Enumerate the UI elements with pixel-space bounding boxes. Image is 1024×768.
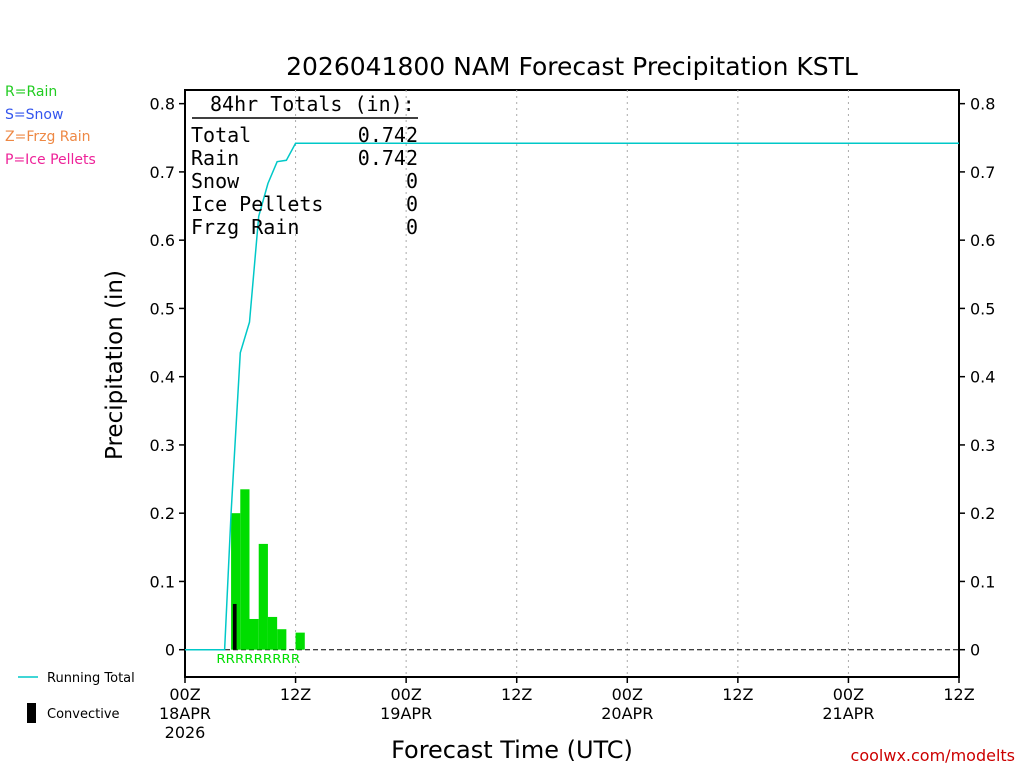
y-tick-label-left: 0.1: [150, 572, 175, 591]
bars-layer: [231, 489, 305, 650]
y-tick-label-right: 0.5: [970, 299, 995, 318]
legend-rain: R=Rain: [5, 84, 57, 100]
totals-label-ice-pellets: Ice Pellets: [191, 192, 323, 216]
totals-value-total: 0.742: [358, 123, 418, 147]
y-tick-label-left: 0.8: [150, 95, 175, 114]
totals-label-rain: Rain: [191, 146, 239, 170]
totals-label-snow: Snow: [191, 169, 240, 193]
y-tick-label-left: 0.2: [150, 504, 175, 523]
credit-text: coolwx.com/modelts: [851, 746, 1015, 765]
x-tick-label-date: 21APR: [822, 704, 874, 723]
running-total-layer: [185, 142, 959, 651]
plot-frame: [184, 89, 960, 678]
rain-bar: [295, 632, 305, 650]
totals-box: 84hr Totals (in): Total 0.742 Rain 0.742…: [191, 92, 418, 239]
y-tick-label-right: 0.7: [970, 163, 995, 182]
y-tick-label-left: 0.6: [150, 231, 175, 250]
rain-bar: [240, 489, 250, 650]
rain-bar: [249, 618, 259, 650]
x-tick-label-time: 12Z: [943, 685, 974, 704]
y-tick-label-right: 0.6: [970, 231, 995, 250]
y-tick-label-right: 0.4: [970, 368, 995, 387]
y-tick-label-left: 0.7: [150, 163, 175, 182]
totals-value-frzg-rain: 0: [406, 215, 418, 239]
y-tick-label-left: 0.5: [150, 299, 175, 318]
legend-frzg-rain: Z=Frzg Rain: [5, 129, 91, 145]
legend-running-total: Running Total: [47, 671, 135, 686]
ptype-letters: RRRRRRRRR: [216, 652, 300, 666]
chart-title: 2026041800 NAM Forecast Precipitation KS…: [286, 52, 858, 81]
x-tick-label-date: 18APR: [159, 704, 211, 723]
legend-snow: S=Snow: [5, 107, 63, 123]
x-tick-label-date: 19APR: [380, 704, 432, 723]
y-tick-label-right: 0.3: [970, 436, 995, 455]
legend-ice-pellets: P=Ice Pellets: [5, 152, 96, 168]
convective-bar: [232, 603, 237, 650]
rain-bar: [267, 616, 278, 650]
x-axis-label: Forecast Time (UTC): [391, 736, 633, 764]
y-axis-right: 0 0.1 0.2 0.3 0.4 0.5 0.6 0.7 0.8: [959, 95, 995, 660]
y-axis-label: Precipitation (in): [102, 270, 128, 460]
rain-bar: [258, 543, 268, 650]
x-tick-label-time: 12Z: [501, 685, 532, 704]
x-tick-label-time: 12Z: [722, 685, 753, 704]
y-tick-label-right: 0: [970, 641, 980, 660]
totals-label-total: Total: [191, 123, 251, 147]
y-tick-label-right: 0.1: [970, 572, 995, 591]
y-tick-label-right: 0.8: [970, 95, 995, 114]
x-tick-label-time: 12Z: [280, 685, 311, 704]
y-tick-label-right: 0.2: [970, 504, 995, 523]
x-tick-label-time: 00Z: [390, 685, 421, 704]
x-tick-label-time: 00Z: [833, 685, 864, 704]
y-tick-label-left: 0: [165, 641, 175, 660]
rain-bar: [277, 629, 287, 650]
legend-convective: Convective: [47, 707, 120, 722]
running-total-line: [185, 142, 959, 651]
totals-header: 84hr Totals (in):: [210, 92, 415, 116]
totals-label-frzg-rain: Frzg Rain: [191, 215, 299, 239]
rain-bar: [231, 513, 241, 650]
x-tick-label-date: 20APR: [601, 704, 653, 723]
x-tick-label-time: 00Z: [612, 685, 643, 704]
legend-convective-swatch: [27, 703, 36, 723]
x-tick-label-year: 2026: [165, 723, 206, 742]
y-axis-left: 0 0.1 0.2 0.3 0.4 0.5 0.6 0.7 0.8: [150, 95, 185, 660]
totals-value-snow: 0: [406, 169, 418, 193]
grid-layer: [185, 90, 959, 677]
y-tick-label-left: 0.3: [150, 436, 175, 455]
x-tick-label-time: 00Z: [169, 685, 200, 704]
totals-value-rain: 0.742: [358, 146, 418, 170]
totals-value-ice-pellets: 0: [406, 192, 418, 216]
y-tick-label-left: 0.4: [150, 368, 175, 387]
